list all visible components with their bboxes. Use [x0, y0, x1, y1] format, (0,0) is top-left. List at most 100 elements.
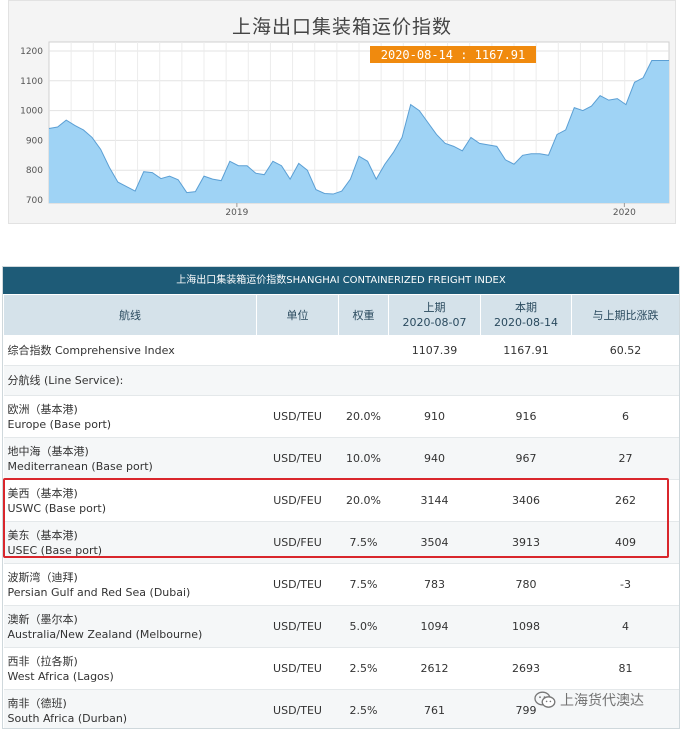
x-tick-label: 2020 [613, 208, 636, 218]
route-name-cn: 美东（基本港) [7, 528, 78, 542]
route-name-en: USEC (Base port) [7, 543, 103, 557]
composite-name: 综合指数 Comprehensive Index [3, 335, 257, 366]
watermark: 上海货代澳达 [534, 689, 644, 711]
col-header-route: 航线 [3, 294, 257, 336]
cell-unit: USD/FEU [256, 521, 339, 564]
cell-cur: 780 [480, 563, 572, 606]
col-header-previous: 上期 2020-08-07 [388, 294, 481, 336]
composite-prev: 1107.39 [388, 335, 481, 366]
table-row: 南非（德班) South Africa (Durban) USD/TEU 2.5% 76… [3, 689, 679, 728]
y-tick-label: 1200 [20, 47, 43, 57]
cell-cur: 967 [480, 437, 572, 480]
col-header-weight: 权重 [338, 294, 389, 336]
table-caption: 上海出口集装箱运价指数SHANGHAI CONTAINERIZED FREIGH… [3, 267, 679, 294]
route-name-en: West Africa (Lagos) [7, 669, 114, 683]
cell-cur: 3913 [480, 521, 572, 564]
cell-change: -3 [571, 563, 679, 606]
route-name-cn: 波斯湾（迪拜) [7, 570, 78, 584]
cell-prev: 761 [388, 689, 481, 728]
column-header-row: 航线 单位 权重 上期 2020-08-07 本期 2020-08-14 与上期… [3, 294, 679, 336]
y-tick-label: 1100 [20, 77, 43, 87]
wechat-icon [534, 691, 556, 708]
y-tick-label: 900 [26, 136, 43, 146]
index-area [49, 60, 669, 203]
cell-weight: 20.0% [338, 395, 389, 438]
y-tick-label: 700 [26, 196, 43, 206]
chart-title: 上海出口集装箱运价指数 [231, 16, 452, 38]
table-row: 美西（基本港) USWC (Base port) USD/FEU 20.0% 3144 3… [3, 479, 679, 522]
route-cell: 西非（拉各斯) West Africa (Lagos) [3, 647, 257, 690]
cell-prev: 3504 [388, 521, 481, 564]
cell-unit: USD/TEU [256, 437, 339, 480]
chart-canvas: 700 800 900 1000 1100 1200 2019 2020 2020-08-14 … [20, 41, 670, 218]
cell-change: 4 [571, 605, 679, 648]
route-name-cn: 西非（拉各斯) [7, 654, 78, 668]
cell-unit: USD/TEU [256, 647, 339, 690]
line-service-label: 分航线 (Line Service): [3, 365, 679, 396]
composite-row: 综合指数 Comprehensive Index 1107.39 1167.91… [3, 335, 679, 366]
line-service-row: 分航线 (Line Service): [3, 365, 679, 396]
route-rows: 欧洲（基本港) Europe (Base port) USD/TEU 20.0% 910… [3, 395, 679, 728]
route-cell: 美东（基本港) USEC (Base port) [3, 521, 257, 564]
cell-weight: 5.0% [338, 605, 389, 648]
table-row: 欧洲（基本港) Europe (Base port) USD/TEU 20.0% 910… [3, 395, 679, 438]
route-name-cn: 澳新（墨尔本) [7, 612, 78, 626]
table-row: 波斯湾（迪拜) Persian Gulf and Red Sea (Dubai) U… [3, 563, 679, 606]
cell-change: 409 [571, 521, 679, 564]
cell-cur: 3406 [480, 479, 572, 522]
cell-weight: 10.0% [338, 437, 389, 480]
cell-prev: 910 [388, 395, 481, 438]
route-name-cn: 美西（基本港) [7, 486, 78, 500]
cell-cur: 916 [480, 395, 572, 438]
route-cell: 南非（德班) South Africa (Durban) [3, 689, 257, 728]
table-row: 地中海（基本港) Mediterranean (Base port) USD/TEU… [3, 437, 679, 480]
route-cell: 美西（基本港) USWC (Base port) [3, 479, 257, 522]
cell-weight: 20.0% [338, 479, 389, 522]
cell-prev: 3144 [388, 479, 481, 522]
cell-cur: 799 [480, 689, 572, 728]
route-name-en: USWC (Base port) [7, 501, 107, 515]
cell-change: 81 [571, 647, 679, 690]
value-tooltip-box [370, 46, 536, 63]
route-name-en: Mediterranean (Base port) [7, 459, 153, 473]
cell-weight: 7.5% [338, 563, 389, 606]
route-cell: 澳新（墨尔本) Australia/New Zealand (Melbourne) [3, 605, 257, 648]
route-name-en: Europe (Base port) [7, 417, 112, 431]
cell-prev: 2612 [388, 647, 481, 690]
route-cell: 波斯湾（迪拜) Persian Gulf and Red Sea (Dubai) [3, 563, 257, 606]
cell-cur: 2693 [480, 647, 572, 690]
route-name-cn: 南非（德班) [7, 696, 67, 710]
cell-unit: USD/FEU [256, 479, 339, 522]
composite-change: 60.52 [571, 335, 679, 366]
composite-cur: 1167.91 [480, 335, 572, 366]
index-table: 航线 单位 权重 上期 2020-08-07 本期 2020-08-14 与上期… [3, 294, 679, 728]
freight-index-chart: 700 800 900 1000 1100 1200 2019 2020 2020-08-14 … [8, 0, 676, 224]
route-name-en: Persian Gulf and Red Sea (Dubai) [7, 585, 191, 599]
route-cell: 欧洲（基本港) Europe (Base port) [3, 395, 257, 438]
cell-weight: 7.5% [338, 521, 389, 564]
cell-unit: USD/TEU [256, 605, 339, 648]
route-name-en: Australia/New Zealand (Melbourne) [7, 627, 203, 641]
table-row: 美东（基本港) USEC (Base port) USD/FEU 7.5% 3504 39… [3, 521, 679, 564]
col-header-current: 本期 2020-08-14 [480, 294, 572, 336]
cell-weight: 2.5% [338, 647, 389, 690]
col-header-current-label: 本期 [515, 301, 537, 314]
index-line [48, 59, 669, 195]
cell-prev: 1094 [388, 605, 481, 648]
cell-change [571, 689, 679, 728]
y-tick-label: 800 [26, 166, 43, 176]
col-header-unit: 单位 [256, 294, 339, 336]
value-tooltip-text: 2020-08-14 : 1167.91 [381, 48, 526, 62]
cell-change: 6 [571, 395, 679, 438]
cell-unit: USD/TEU [256, 689, 339, 728]
cell-unit: USD/TEU [256, 563, 339, 606]
cell-change: 262 [571, 479, 679, 522]
col-header-previous-date: 2020-08-07 [402, 316, 467, 329]
watermark-text: 上海货代澳达 [560, 693, 644, 709]
cell-prev: 783 [388, 563, 481, 606]
route-name-cn: 地中海（基本港) [7, 444, 89, 458]
col-header-current-date: 2020-08-14 [494, 316, 558, 329]
col-header-previous-label: 上期 [423, 301, 446, 314]
route-cell: 地中海（基本港) Mediterranean (Base port) [3, 437, 257, 480]
composite-unit [256, 335, 339, 366]
